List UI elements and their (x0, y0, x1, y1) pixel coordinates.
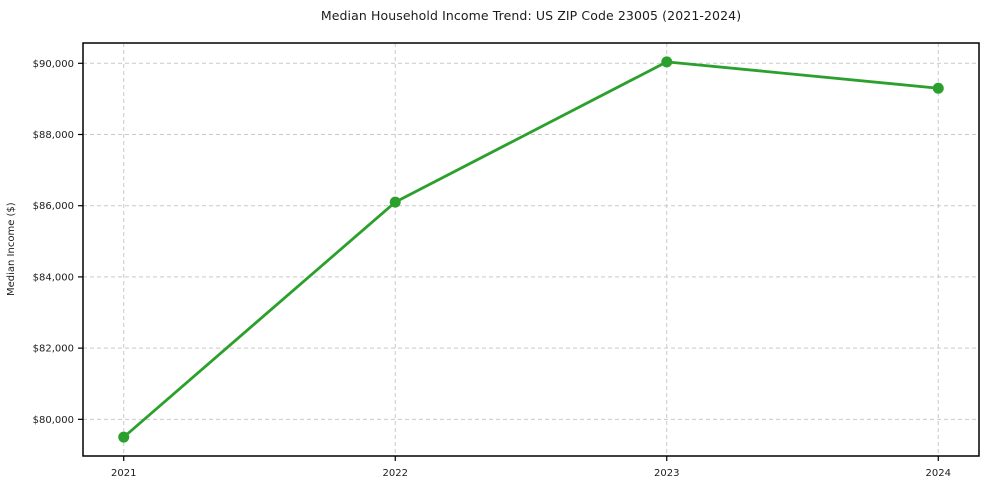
y-tick-label: $84,000 (33, 272, 74, 283)
axis-ticks (78, 62, 939, 461)
y-tick-label: $86,000 (33, 201, 74, 212)
y-tick-labels: $80,000 $82,000 $84,000 $86,000 $88,000 $90,0… (33, 59, 74, 426)
income-trend-line (122, 60, 940, 439)
data-point-2023 (661, 56, 673, 68)
x-tick-label: 2021 (111, 468, 136, 479)
data-point-2021 (118, 431, 130, 443)
data-point-2022 (389, 196, 401, 208)
y-tick-label: $90,000 (33, 59, 74, 70)
data-point-2024 (932, 82, 944, 94)
gridlines (83, 43, 979, 456)
plot-frame (82, 42, 980, 457)
chart-title: Median Household Income Trend: US ZIP Co… (320, 8, 742, 23)
x-tick-label: 2024 (926, 468, 951, 479)
x-tick-labels: 2021 2022 2023 2024 (111, 468, 951, 479)
x-tick-label: 2022 (383, 468, 408, 479)
y-tick-label: $88,000 (33, 130, 74, 141)
y-tick-label: $82,000 (33, 344, 74, 355)
y-tick-label: $80,000 (33, 415, 74, 426)
data-points (118, 56, 944, 443)
x-tick-label: 2023 (654, 468, 679, 479)
